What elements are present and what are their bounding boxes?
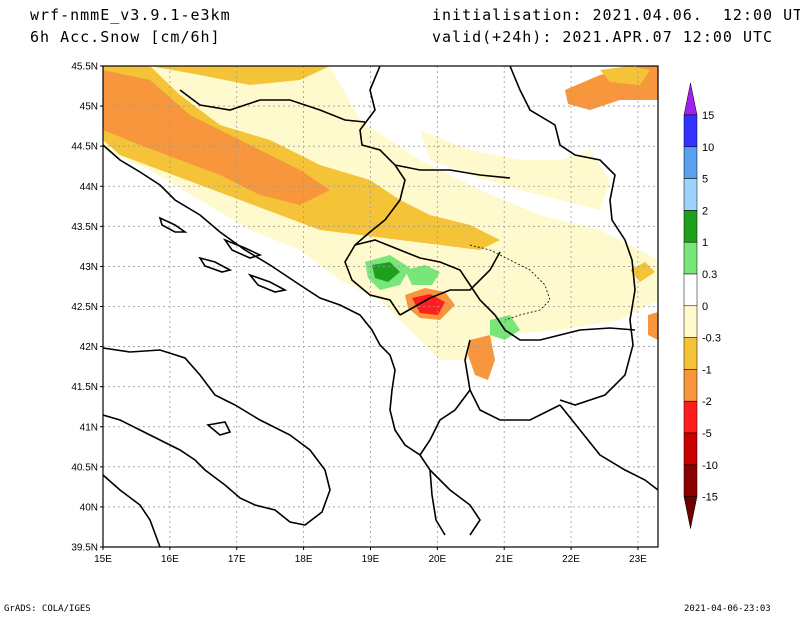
lon-label: 22E — [562, 554, 580, 565]
lat-labels: 45.5N 45N 44.5N 44N 43.5N 43N 42.5N 42N 41.5N 41N… — [71, 62, 103, 554]
colorbar-label: 5 — [702, 174, 708, 186]
colorbar-segment — [683, 114, 698, 148]
lat-label: 42N — [80, 342, 98, 353]
internal-borders — [469, 244, 551, 321]
snow-field — [103, 66, 658, 380]
lon-label: 19E — [362, 554, 380, 565]
lat-label: 41N — [80, 422, 98, 433]
lat-label: 44.5N — [71, 142, 98, 153]
colorbar-segment — [683, 210, 698, 243]
colorbar-segment — [683, 337, 698, 370]
colorbar-segment — [683, 273, 698, 307]
colorbar-label: 2 — [702, 205, 708, 217]
coastlines-borders — [103, 66, 658, 547]
lat-label: 41.5N — [71, 382, 98, 393]
colorbar-segment — [683, 432, 698, 466]
colorbar-label: 1 — [702, 237, 708, 249]
lon-label: 17E — [228, 554, 246, 565]
colorbar-label: 10 — [702, 142, 714, 154]
lat-label: 44N — [80, 182, 98, 193]
colorbar-segment — [683, 241, 698, 275]
lon-label: 21E — [495, 554, 513, 565]
colorbar-bottom-arrow — [683, 496, 698, 529]
lat-label: 43.5N — [71, 222, 98, 233]
colorbar-segment — [683, 146, 698, 179]
lon-label: 18E — [295, 554, 313, 565]
colorbar-label: -10 — [702, 460, 718, 472]
colorbar-label: -5 — [702, 428, 712, 440]
colorbar-legend: 15 10 5 2 1 0.3 0 -0.3 -1 -2 -5 -10 -15 — [683, 82, 721, 529]
lat-label: 40N — [80, 502, 98, 513]
lat-label: 39.5N — [71, 543, 98, 554]
lat-label: 45.5N — [71, 62, 98, 73]
colorbar-label: -1 — [702, 364, 712, 376]
lon-label: 20E — [428, 554, 446, 565]
lat-label: 40.5N — [71, 462, 98, 473]
colorbar-segment — [683, 464, 698, 497]
colorbar-label: 15 — [702, 110, 714, 122]
colorbar-top-arrow — [683, 82, 698, 116]
colorbar-label: 0.3 — [702, 269, 717, 281]
footer-left: GrADS: COLA/IGES — [4, 604, 91, 614]
lat-label: 45N — [80, 102, 98, 113]
lat-label: 42.5N — [71, 302, 98, 313]
valid-time: valid(+24h): 2021.APR.07 12:00 UTC — [432, 28, 774, 46]
model-title: wrf-nmmE_v3.9.1-e3km — [30, 6, 231, 24]
colorbar-label: -0.3 — [702, 333, 721, 345]
footer-right: 2021-04-06-23:03 — [684, 604, 771, 614]
variable-title: 6h Acc.Snow [cm/6h] — [30, 28, 221, 46]
lon-labels: 15E 16E 17E 18E 19E 20E 21E 22E 23E — [94, 547, 647, 565]
colorbar-label: -2 — [702, 396, 712, 408]
lon-label: 16E — [161, 554, 179, 565]
grid-lines — [103, 66, 658, 547]
colorbar-label: -15 — [702, 492, 718, 504]
colorbar-segment — [683, 305, 698, 338]
lon-label: 15E — [94, 554, 112, 565]
init-time: initialisation: 2021.04.06. 12:00 UTC — [432, 6, 800, 24]
lat-label: 43N — [80, 262, 98, 273]
colorbar-label: 0 — [702, 301, 708, 313]
lon-label: 23E — [629, 554, 647, 565]
colorbar-segment — [683, 178, 698, 211]
colorbar-segment — [683, 400, 698, 434]
colorbar-segment — [683, 369, 698, 402]
